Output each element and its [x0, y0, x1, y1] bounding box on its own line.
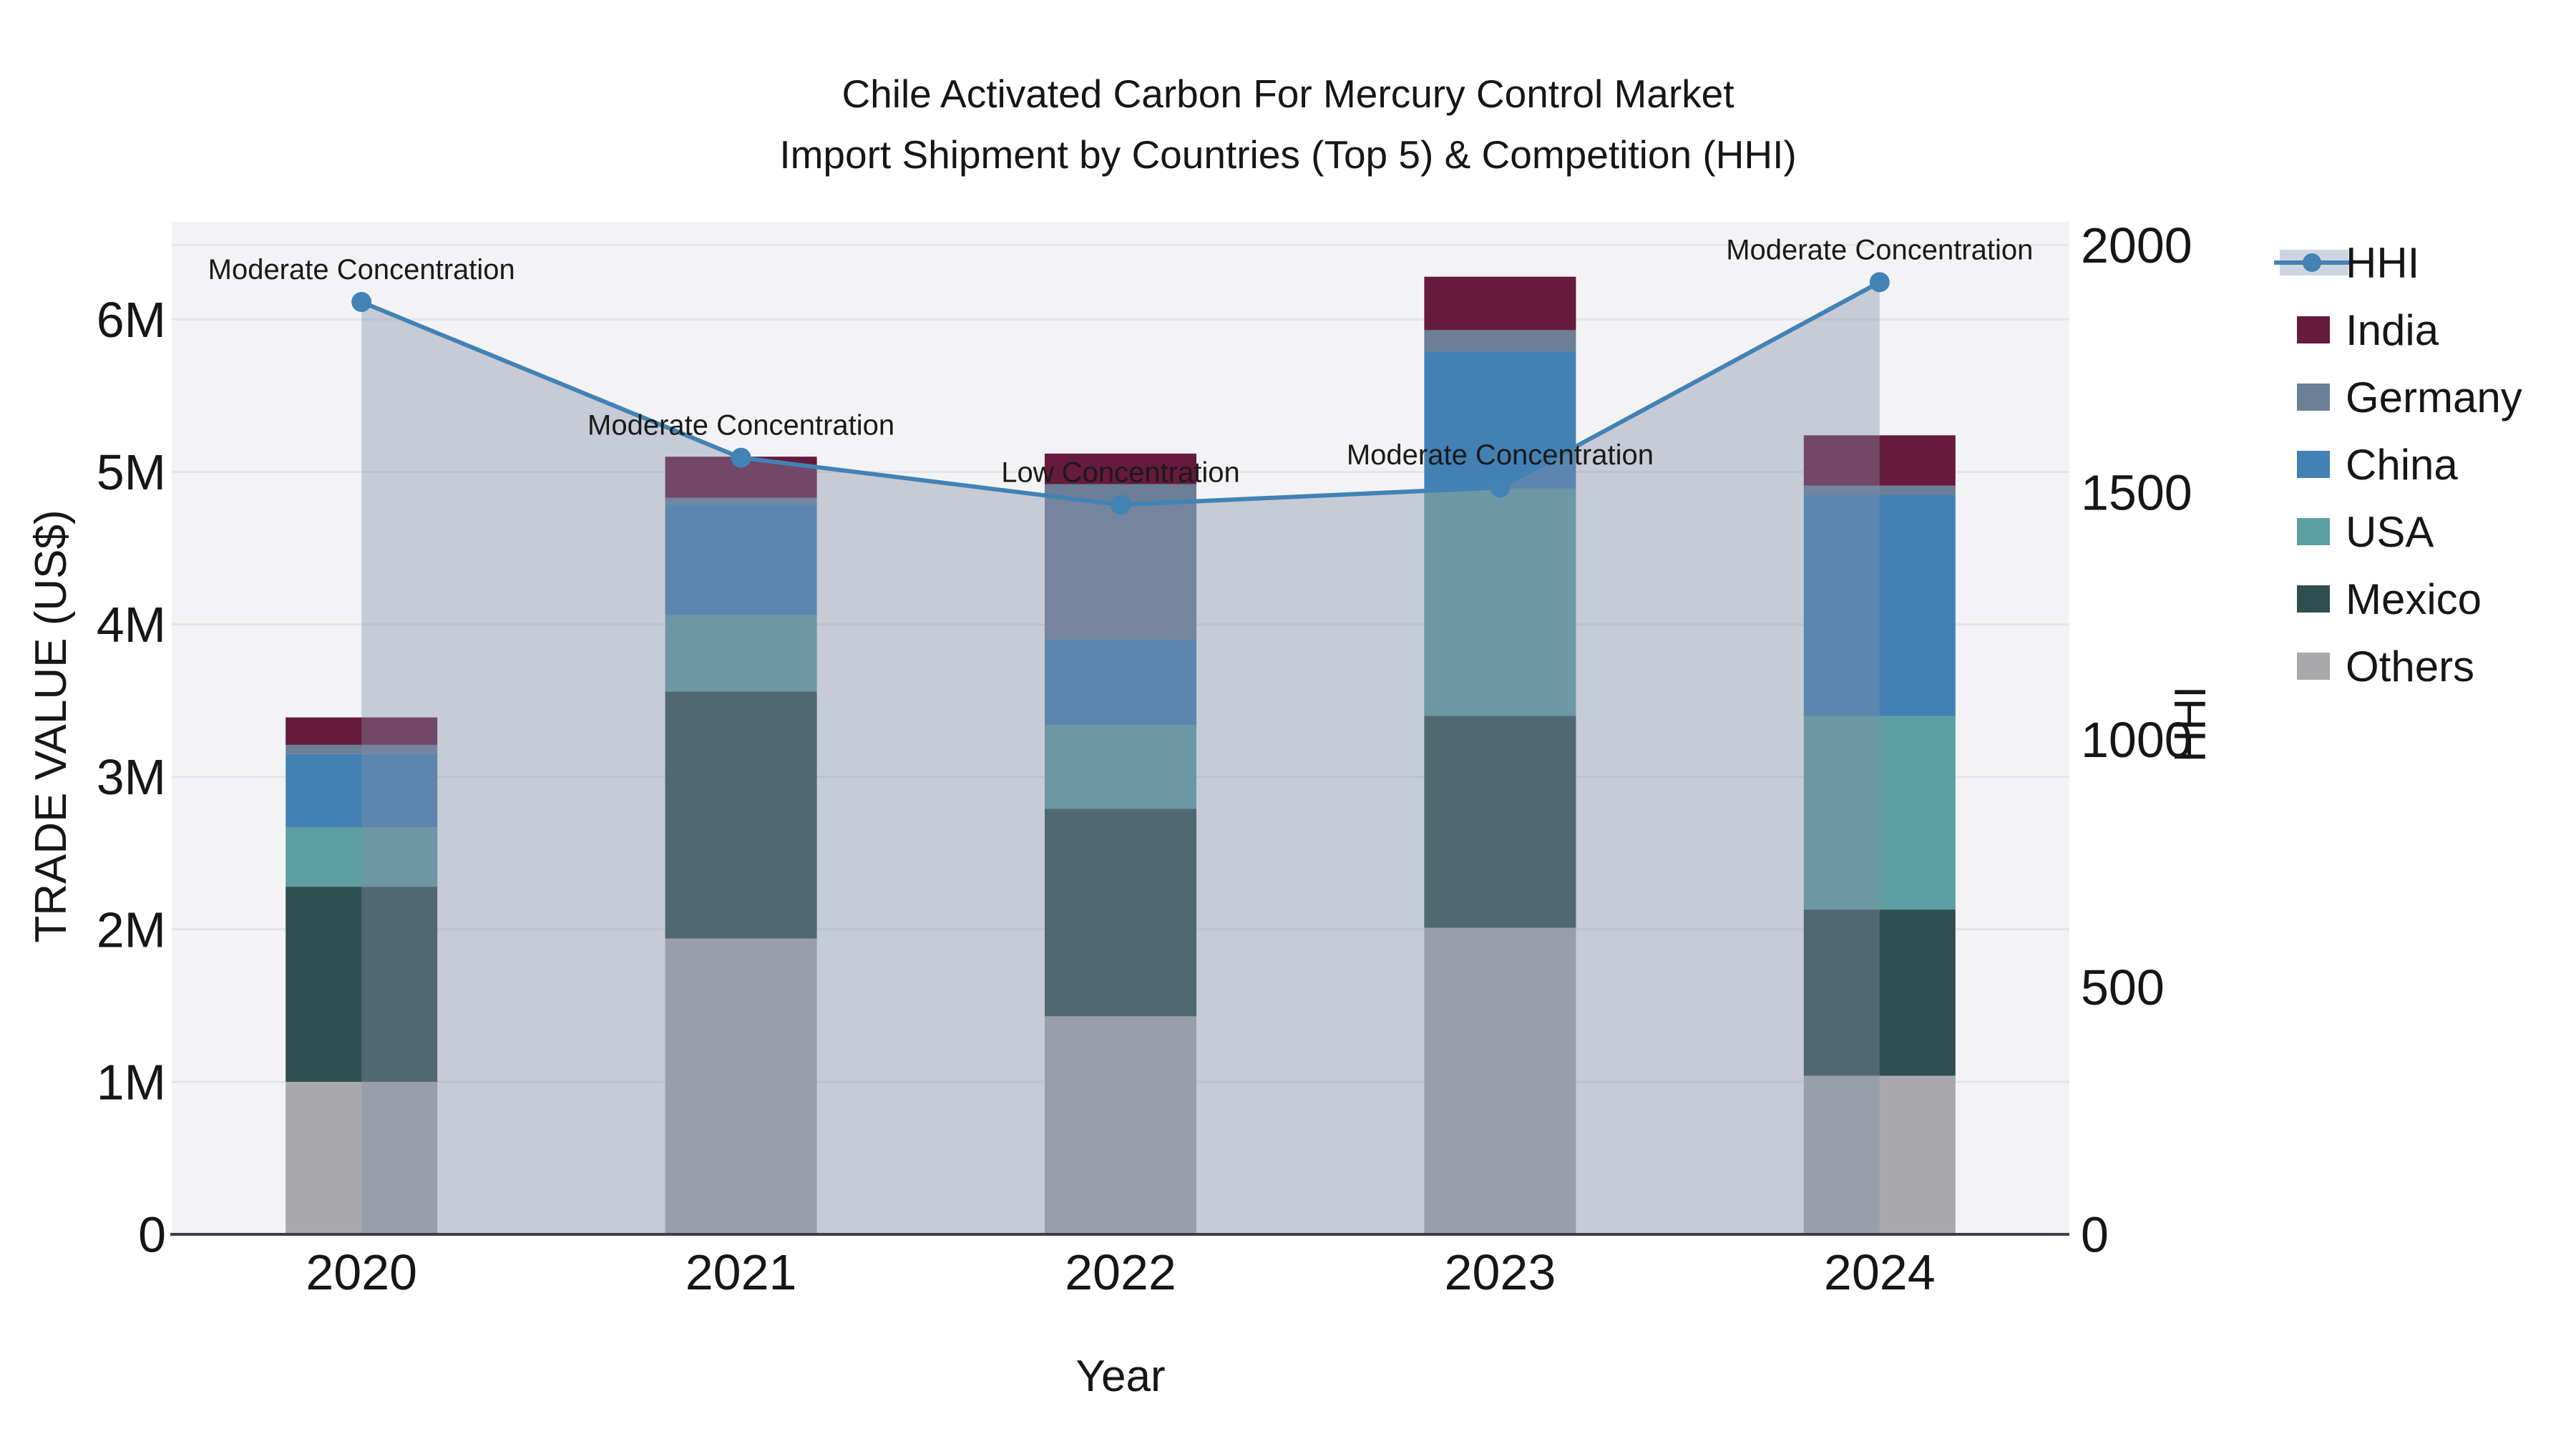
- y-right-tick-500: 500: [2081, 960, 2165, 1015]
- india-color-swatch: [2297, 316, 2330, 343]
- legend-item-usa[interactable]: USA: [2297, 508, 2434, 556]
- x-tick-2024: 2024: [1824, 1244, 1936, 1300]
- chart-title-line2: Import Shipment by Countries (Top 5) & C…: [779, 132, 1796, 177]
- y-left-tick-6M: 6M: [97, 292, 166, 348]
- bar-segment-china-2024: [1803, 494, 1956, 716]
- legend-item-china[interactable]: China: [2297, 441, 2458, 489]
- x-tick-2022: 2022: [1065, 1244, 1176, 1300]
- y-left-tick-0: 0: [138, 1207, 166, 1263]
- x-tick-2023: 2023: [1445, 1244, 1556, 1300]
- bar-segment-mexico-2022: [1045, 809, 1196, 1017]
- bar-segment-india-2020: [286, 717, 438, 745]
- bar-segment-others-2021: [665, 938, 817, 1234]
- y-left-tick-5M: 5M: [97, 444, 166, 500]
- bar-segment-china-2021: [665, 504, 817, 615]
- others-color-swatch: [2297, 653, 2330, 680]
- bar-segment-germany-2023: [1424, 330, 1576, 352]
- chart-title-line1: Chile Activated Carbon For Mercury Contr…: [841, 72, 1734, 116]
- legend-label-others: Others: [2346, 643, 2474, 691]
- annotation-2023: Moderate Concentration: [1347, 439, 1654, 471]
- legend-item-mexico[interactable]: Mexico: [2297, 575, 2482, 623]
- legend-item-others[interactable]: Others: [2297, 643, 2474, 691]
- annotation-2024: Moderate Concentration: [1726, 234, 2033, 265]
- x-tick-2021: 2021: [686, 1244, 797, 1300]
- bar-segment-china-2020: [286, 753, 438, 828]
- bar-segment-india-2024: [1803, 435, 1956, 486]
- china-color-swatch: [2297, 451, 2330, 478]
- y-axis-title-right: HHI: [2166, 686, 2215, 763]
- bar-segment-china-2023: [1424, 351, 1576, 489]
- y-axis-title-left: TRADE VALUE (US$): [26, 509, 76, 942]
- y-right-tick-1000: 1000: [2081, 712, 2192, 768]
- legend-label-china: China: [2346, 441, 2458, 489]
- bar-segment-mexico-2020: [286, 887, 438, 1082]
- legend-label-mexico: Mexico: [2346, 575, 2482, 623]
- mexico-color-swatch: [2297, 585, 2330, 613]
- legend-item-germany[interactable]: Germany: [2297, 374, 2522, 421]
- y-right-tick-1500: 1500: [2081, 465, 2192, 521]
- legend-label-germany: Germany: [2346, 374, 2522, 421]
- annotation-2022: Low Concentration: [1001, 457, 1240, 488]
- legend-label-india: India: [2346, 306, 2439, 354]
- bar-segment-mexico-2024: [1803, 909, 1956, 1076]
- x-tick-2020: 2020: [306, 1244, 417, 1300]
- bar-segment-usa-2020: [286, 827, 438, 887]
- hhi-marker-2022: [1111, 494, 1131, 515]
- hhi-area: [361, 282, 1880, 1235]
- legend: HHI India Germany China USA Mexico: [2274, 239, 2522, 691]
- bar-segment-usa-2022: [1045, 725, 1196, 809]
- bar-segment-germany-2021: [665, 497, 817, 504]
- hhi-marker-2021: [731, 447, 751, 468]
- bar-segment-india-2022: [1045, 453, 1196, 484]
- annotation-2020: Moderate Concentration: [208, 254, 515, 286]
- x-axis-title: Year: [1075, 1352, 1165, 1401]
- bar-segment-germany-2024: [1803, 485, 1956, 495]
- y-left-tick-4M: 4M: [97, 597, 166, 653]
- legend-item-india[interactable]: India: [2297, 306, 2439, 354]
- hhi-marker-2023: [1490, 477, 1511, 498]
- bar-segment-others-2023: [1424, 927, 1576, 1234]
- y-left-tick-2M: 2M: [97, 902, 166, 957]
- bar-segment-usa-2021: [665, 615, 817, 692]
- y-left-tick-1M: 1M: [97, 1054, 166, 1110]
- bar-segment-others-2020: [286, 1081, 438, 1234]
- y-right-tick-0: 0: [2081, 1207, 2109, 1263]
- bar-segment-usa-2024: [1803, 716, 1956, 910]
- y-left-tick-3M: 3M: [97, 749, 166, 805]
- y-right-tick-2000: 2000: [2081, 218, 2192, 273]
- bar-segment-others-2022: [1045, 1016, 1196, 1234]
- bar-segment-china-2022: [1045, 639, 1196, 726]
- bar-segment-others-2024: [1803, 1075, 1956, 1234]
- hhi-marker-2020: [351, 291, 372, 312]
- bar-segment-germany-2020: [286, 744, 438, 754]
- hhi-marker-2024: [1869, 272, 1890, 293]
- legend-item-hhi[interactable]: HHI: [2274, 239, 2419, 287]
- plot-area: 0 1M 2M 3M 4M 5M 6M 0 500 1000 1500 2000 2020 2021 202…: [97, 218, 2192, 1300]
- legend-label-hhi: HHI: [2346, 239, 2419, 287]
- bar-segment-mexico-2021: [665, 691, 817, 939]
- bar-segment-mexico-2023: [1424, 716, 1576, 928]
- bar-segment-usa-2023: [1424, 488, 1576, 716]
- bar-segment-india-2023: [1424, 276, 1576, 331]
- hhi-marker-swatch: [2303, 253, 2321, 272]
- legend-label-usa: USA: [2346, 508, 2434, 556]
- usa-color-swatch: [2297, 518, 2330, 545]
- germany-color-swatch: [2297, 384, 2330, 411]
- annotation-2021: Moderate Concentration: [587, 410, 894, 441]
